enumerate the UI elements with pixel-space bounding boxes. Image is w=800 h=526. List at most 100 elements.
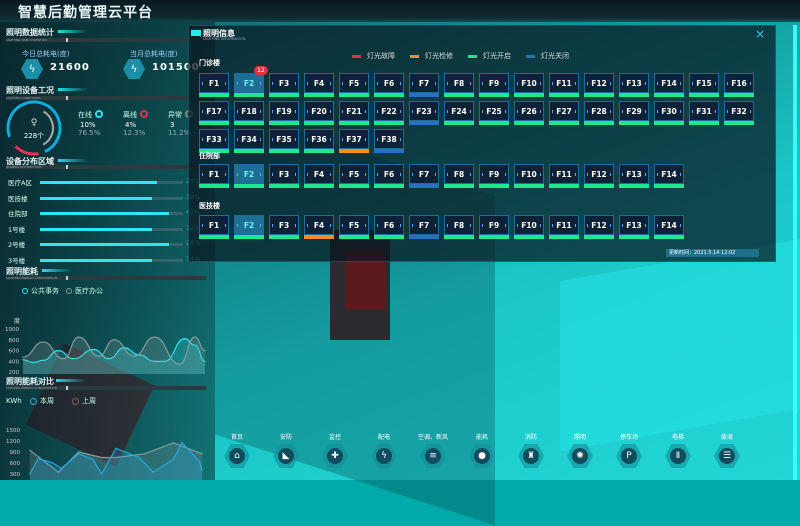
floor-tile[interactable]: F36 [304, 129, 334, 154]
floor-tile[interactable]: F15 [689, 73, 719, 98]
nav-item-shield[interactable]: 监控 ✚ [311, 432, 359, 468]
floor-tile[interactable]: F8 [444, 73, 474, 98]
data-point [92, 458, 94, 460]
floor-tile[interactable]: F16 [724, 73, 754, 98]
floor-tile[interactable]: F3 [269, 215, 299, 240]
legend-medical[interactable]: 医疗办公 [66, 286, 103, 296]
floor-tile[interactable]: F12 [584, 215, 614, 240]
floor-tile[interactable]: F32 [724, 101, 754, 126]
data-point [77, 451, 80, 453]
floor-tile[interactable]: F24 [444, 101, 474, 126]
close-button[interactable]: × [754, 27, 765, 41]
floor-tile[interactable]: F1 [199, 215, 229, 240]
floor-tile[interactable]: F8 [444, 164, 474, 189]
floor-tile[interactable]: F12 [584, 73, 614, 98]
floor-tile[interactable]: F34 [234, 129, 264, 154]
floor-tile[interactable]: F11 [549, 164, 579, 189]
floor-tile[interactable]: F12 [584, 164, 614, 189]
floor-tile[interactable]: F1 [199, 164, 229, 189]
floor-tile[interactable]: F35 [269, 129, 299, 154]
floor-tile[interactable]: F10 [514, 215, 544, 240]
floor-tile[interactable]: F1 [199, 73, 229, 98]
floor-tile[interactable]: F3 [269, 164, 299, 189]
floor-tile[interactable]: F9 [479, 164, 509, 189]
data-point [153, 360, 156, 362]
floor-tile[interactable]: F6 [374, 215, 404, 240]
light-status-bar [689, 93, 719, 97]
floor-tile[interactable]: F13 [619, 215, 649, 240]
floor-tile[interactable]: F20 [304, 101, 334, 126]
floor-tile[interactable]: F33 [199, 129, 229, 154]
floor-tile[interactable]: F6 [374, 164, 404, 189]
floor-tile[interactable]: F6 [374, 73, 404, 98]
floor-tile[interactable]: F11 [549, 73, 579, 98]
floor-tile[interactable]: F21 [339, 101, 369, 126]
progress-track [40, 259, 183, 262]
nav-item-bulb[interactable]: 照明 ✺ [556, 432, 604, 468]
floor-tile[interactable]: F4 [304, 164, 334, 189]
floor-tile[interactable]: F4 [304, 73, 334, 98]
floor-tile[interactable]: F14 [654, 215, 684, 240]
nav-item-air-conditioner[interactable]: 空调、新风 ≡ [409, 432, 457, 468]
floor-tile[interactable]: F5 [339, 73, 369, 98]
floor-tile[interactable]: F7 [409, 215, 439, 240]
nav-item-lightning[interactable]: 配电 ϟ [360, 432, 408, 468]
floor-tile[interactable]: F5 [339, 164, 369, 189]
floor-tile[interactable]: F14 [654, 73, 684, 98]
floor-tile[interactable]: F37 [339, 129, 369, 154]
nav-item-parking[interactable]: 停车场 P [605, 432, 653, 468]
nav-item-elevator[interactable]: 电梯 Ⅱ [654, 432, 702, 468]
floor-tile[interactable]: F9 [479, 73, 509, 98]
floor-tile[interactable]: F3 [269, 73, 299, 98]
floor-tile[interactable]: F2 [234, 164, 264, 189]
floor-tile[interactable]: F4 [304, 215, 334, 240]
floor-tile[interactable]: F10 [514, 73, 544, 98]
floor-tile[interactable]: F9 [479, 215, 509, 240]
floor-tile[interactable]: F13 [619, 73, 649, 98]
floor-tile[interactable]: F7 [409, 73, 439, 98]
floor-tile[interactable]: F2 [234, 215, 264, 240]
light-status-bar [444, 184, 474, 188]
condition-count: 3 [170, 121, 175, 129]
legend-label: 灯光故障 [367, 52, 395, 60]
floor-tile[interactable]: F17 [199, 101, 229, 126]
floor-label: F4 [304, 164, 334, 184]
floor-label: F1 [199, 215, 229, 235]
nav-item-hydrant[interactable]: 消防 ♜ [507, 432, 555, 468]
floor-tile[interactable]: F8 [444, 215, 474, 240]
nav-item-home[interactable]: 首页 ⌂ [213, 432, 261, 468]
y-tick-label: 400 [9, 359, 20, 365]
floor-tile[interactable]: F18 [234, 101, 264, 126]
floor-tile[interactable]: F11 [549, 215, 579, 240]
floor-tile[interactable]: F23 [409, 101, 439, 126]
floor-tile[interactable]: F26 [514, 101, 544, 126]
floor-tile[interactable]: F13 [619, 164, 649, 189]
floor-tile[interactable]: F31 [689, 101, 719, 126]
nav-item-drop[interactable]: 能耗 ● [458, 432, 506, 468]
floor-tile[interactable]: F10 [514, 164, 544, 189]
nav-item-waste[interactable]: 废液 ☰ [703, 432, 751, 468]
floor-tile[interactable]: F22 [374, 101, 404, 126]
distribution-row: 住院部42% [8, 208, 208, 218]
floor-label: F5 [339, 164, 369, 184]
floor-tile[interactable]: F29 [619, 101, 649, 126]
light-status-bar [479, 235, 509, 239]
floor-tile[interactable]: F2 12 [234, 66, 268, 98]
floor-tile[interactable]: F27 [549, 101, 579, 126]
row-label: 2号楼 [8, 241, 26, 250]
legend-public[interactable]: 公共事务 [22, 286, 59, 296]
floor-label: F6 [374, 73, 404, 93]
legend-this-week[interactable]: 本周 [30, 396, 54, 406]
data-point [62, 358, 65, 360]
data-point [138, 456, 140, 459]
floor-tile[interactable]: F7 [409, 164, 439, 189]
floor-tile[interactable]: F38 [374, 129, 404, 154]
floor-tile[interactable]: F14 [654, 164, 684, 189]
floor-tile[interactable]: F5 [339, 215, 369, 240]
floor-tile[interactable]: F28 [584, 101, 614, 126]
floor-tile[interactable]: F30 [654, 101, 684, 126]
floor-tile[interactable]: F19 [269, 101, 299, 126]
legend-last-week[interactable]: 上周 [72, 396, 96, 406]
floor-tile[interactable]: F25 [479, 101, 509, 126]
nav-item-camera[interactable]: 安防 ◣ [262, 432, 310, 468]
